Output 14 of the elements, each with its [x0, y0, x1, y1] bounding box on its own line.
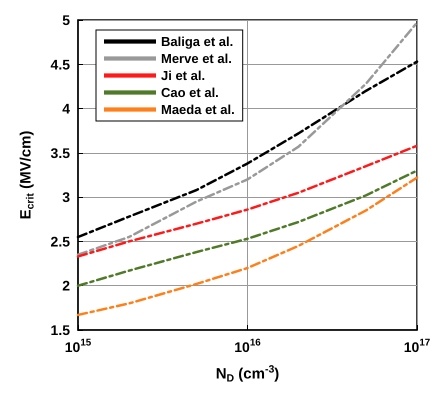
y-axis-title: Ecrit (MV/cm) [18, 130, 36, 220]
legend-label: Ji et al. [161, 68, 206, 83]
y-tick-label: 2 [62, 278, 70, 294]
legend-label: Baliga et al. [161, 34, 234, 49]
legend-label: Merve et al. [161, 51, 232, 66]
y-tick-label: 1.5 [50, 322, 70, 338]
legend-label: Cao et al. [161, 85, 219, 100]
y-tick-label: 5 [62, 12, 70, 28]
y-tick-label: 3 [62, 189, 70, 206]
y-tick-label: 4 [62, 100, 70, 117]
y-tick-label: 2.5 [50, 233, 70, 250]
y-tick-label: 3.5 [50, 144, 70, 161]
legend-label: Maeda et al. [161, 102, 235, 117]
y-tick-label: 4.5 [50, 56, 70, 72]
